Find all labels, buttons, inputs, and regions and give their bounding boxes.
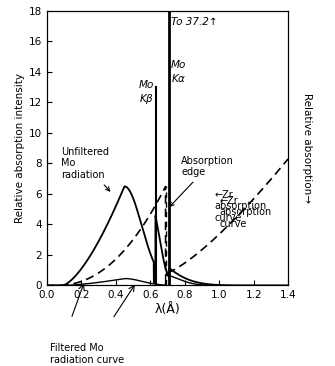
Text: Filtered Mo
radiation curve: Filtered Mo radiation curve [50,343,125,365]
X-axis label: λ(Å): λ(Å) [155,303,180,316]
Text: To 37.2↑: To 37.2↑ [171,17,217,27]
Text: ←Zr
absorption
curve: ←Zr absorption curve [219,196,271,229]
Text: Mo
$K\alpha$: Mo $K\alpha$ [171,60,186,84]
Y-axis label: Relative absorption→: Relative absorption→ [302,93,312,203]
Text: Absorption
edge: Absorption edge [170,156,234,206]
Y-axis label: Relative absorption intensity: Relative absorption intensity [15,73,24,223]
Text: Mo
$K\beta$: Mo $K\beta$ [139,80,154,106]
Text: Unfiltered
Mo
radiation: Unfiltered Mo radiation [61,147,110,191]
Text: ←Zr
absorption
curve: ←Zr absorption curve [214,190,266,223]
